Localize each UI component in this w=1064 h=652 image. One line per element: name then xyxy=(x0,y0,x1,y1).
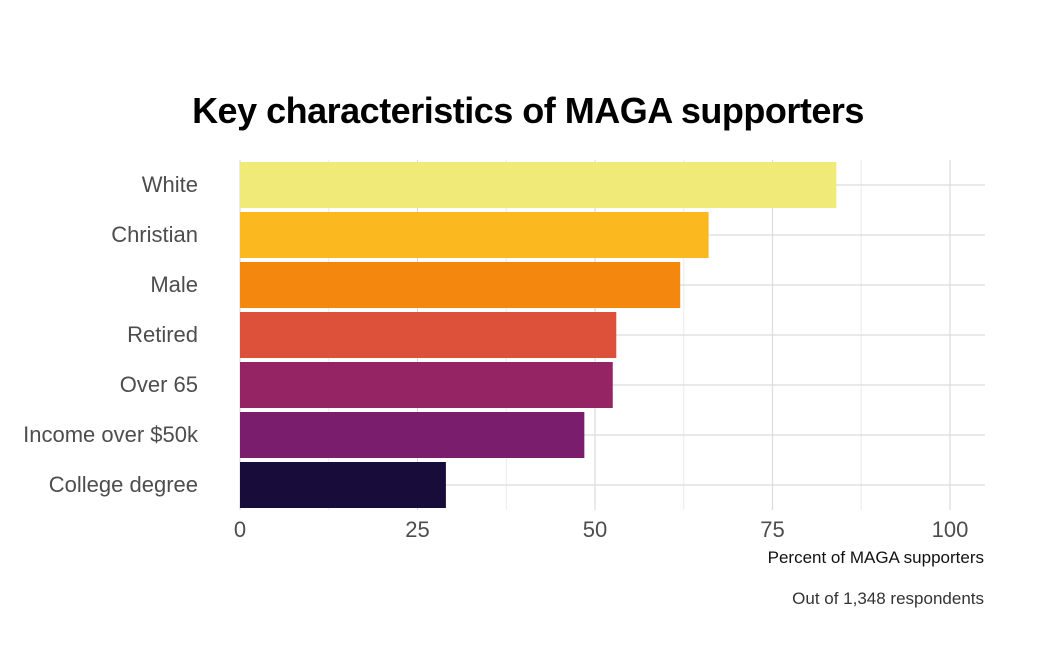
category-label: Over 65 xyxy=(120,372,198,397)
bar-white xyxy=(240,162,837,208)
x-tick-label: 0 xyxy=(234,517,246,542)
category-label: White xyxy=(142,172,198,197)
chart-caption: Out of 1,348 respondents xyxy=(792,589,984,608)
bar-retired xyxy=(240,312,617,358)
bar-christian xyxy=(240,212,709,258)
bar-college-degree xyxy=(240,462,446,508)
bars xyxy=(240,162,837,508)
chart-title: Key characteristics of MAGA supporters xyxy=(192,90,864,131)
category-label: Retired xyxy=(127,322,198,347)
x-tick-label: 75 xyxy=(760,517,784,542)
x-tick-label: 100 xyxy=(932,517,969,542)
x-tick-label: 25 xyxy=(405,517,429,542)
x-axis-ticks: 0 25 50 75 100 xyxy=(234,517,968,542)
category-label: College degree xyxy=(49,472,198,497)
x-axis-title: Percent of MAGA supporters xyxy=(768,548,984,567)
x-tick-label: 50 xyxy=(583,517,607,542)
category-label: Income over $50k xyxy=(23,422,199,447)
category-label: Male xyxy=(150,272,198,297)
bar-over-65 xyxy=(240,362,613,408)
bar-male xyxy=(240,262,681,308)
category-label: Christian xyxy=(111,222,198,247)
category-labels: White Christian Male Retired Over 65 Income o… xyxy=(23,172,199,497)
bar-income-over-50k xyxy=(240,412,585,458)
